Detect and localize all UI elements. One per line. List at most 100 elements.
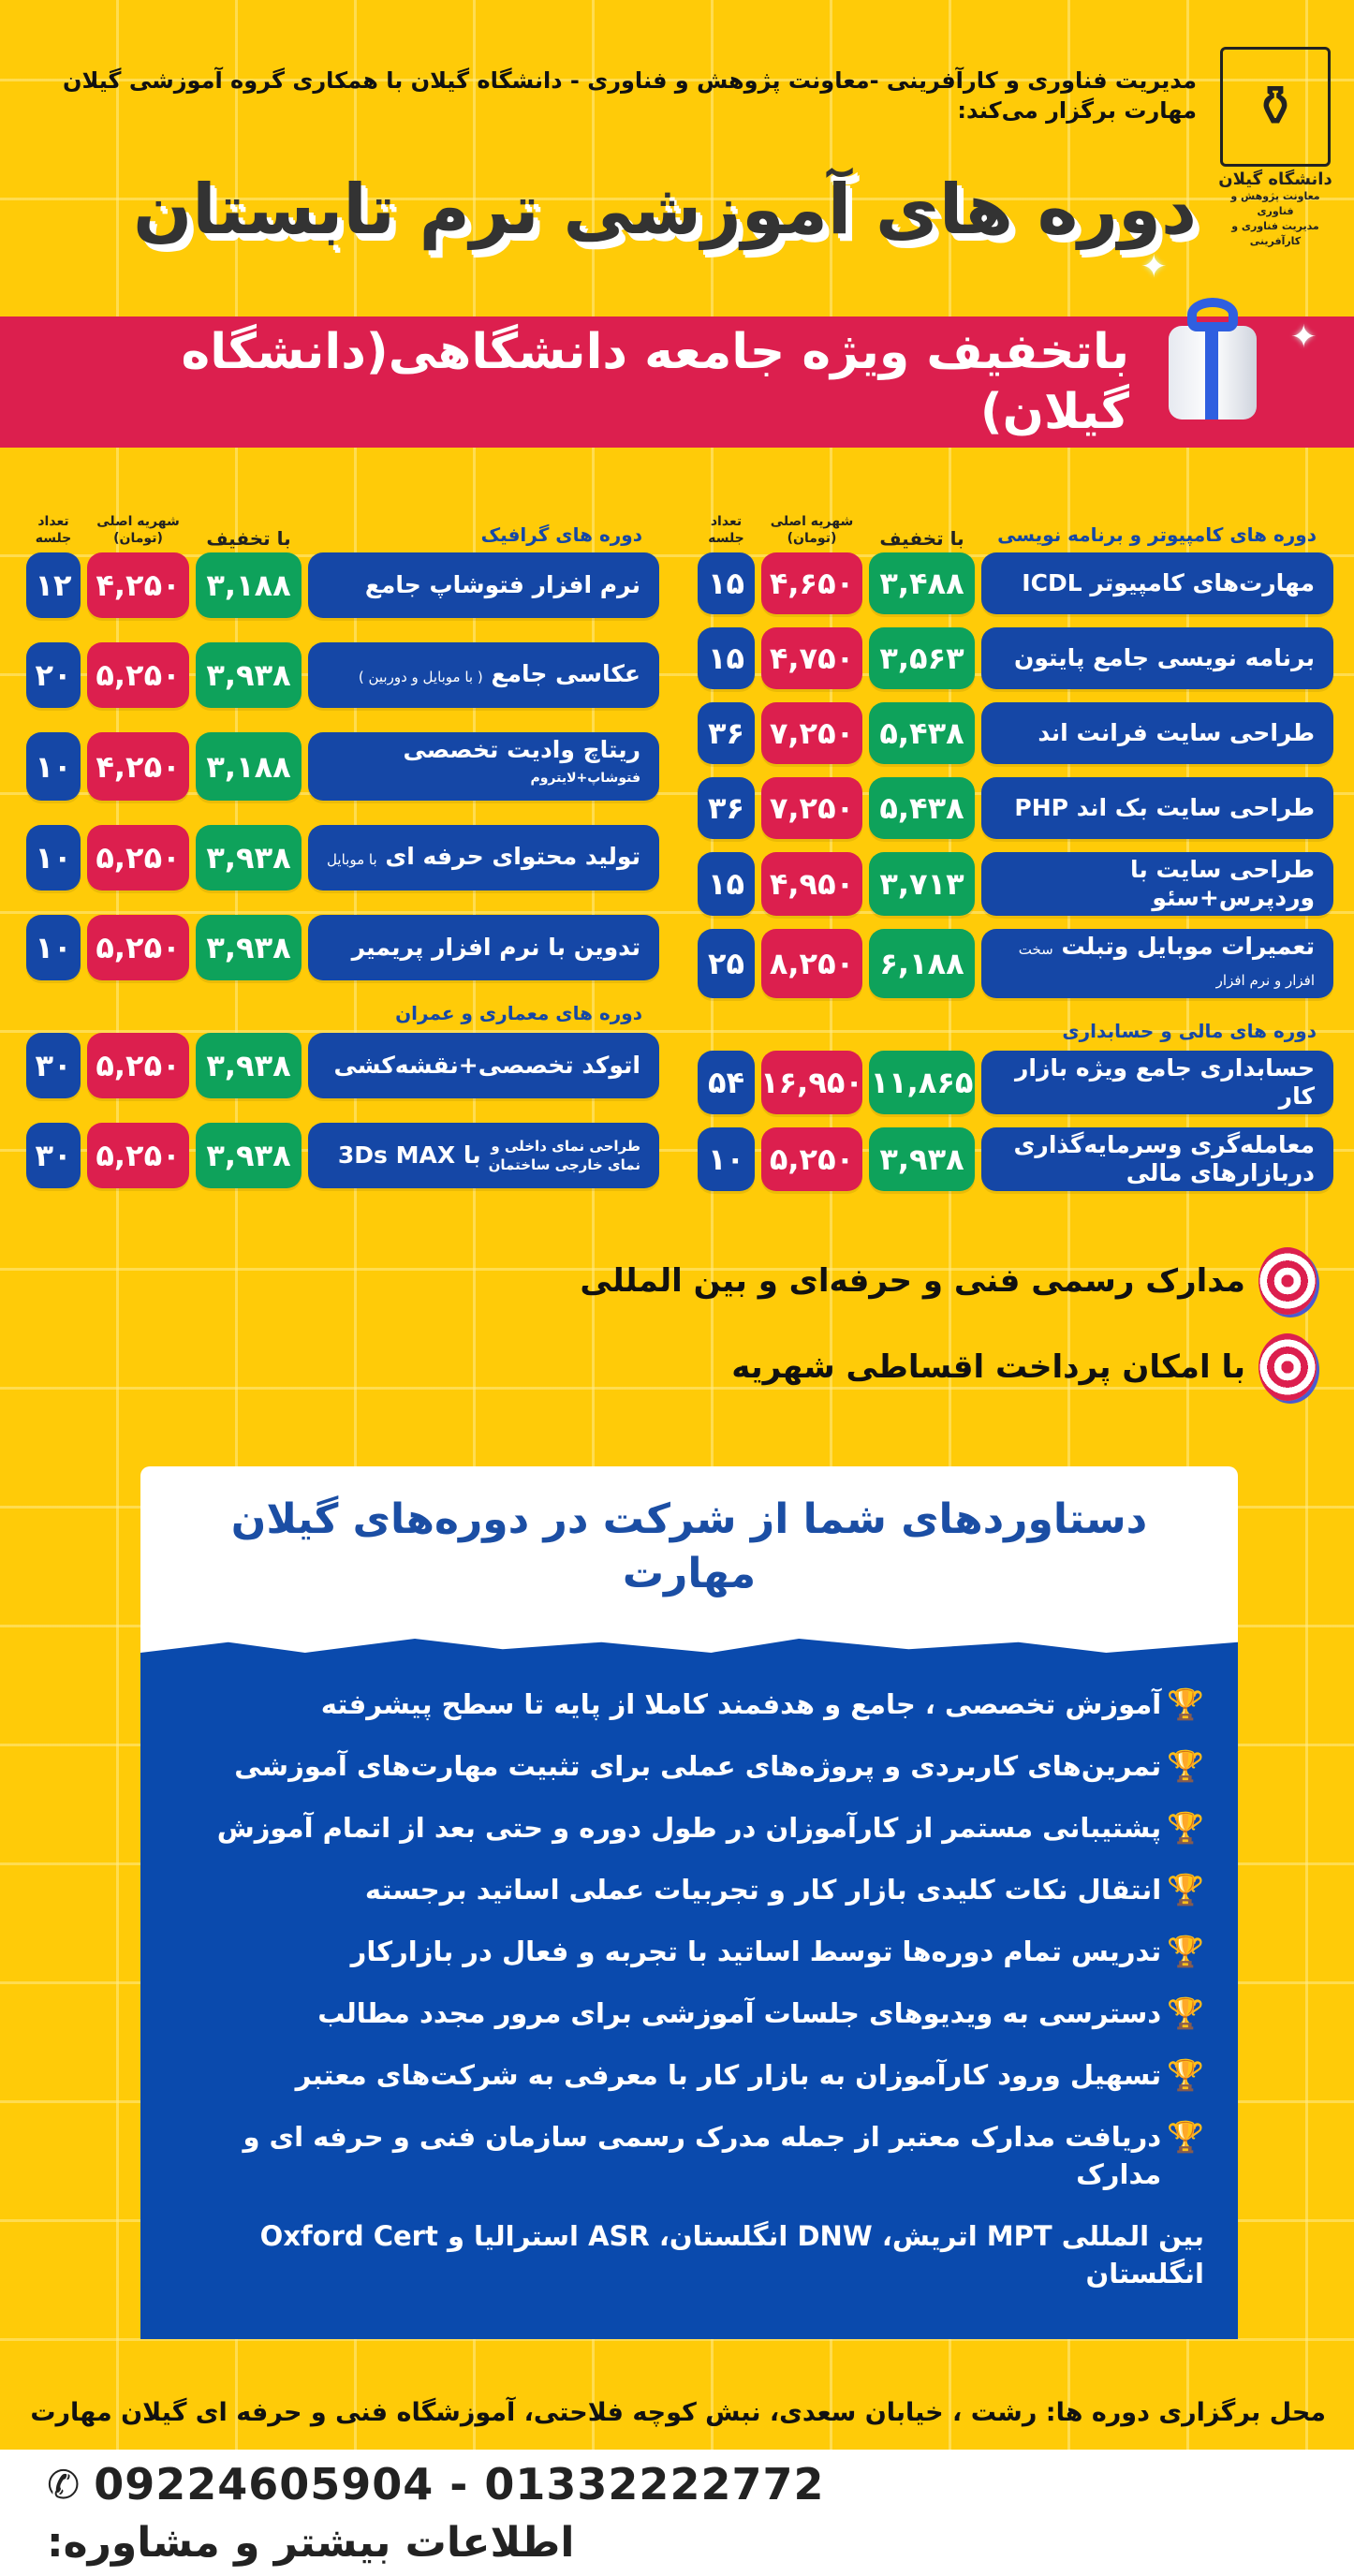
installments-feature: با امکان پرداخت اقساطی شهریه	[731, 1333, 1317, 1401]
original-price: ۴,۹۵۰	[761, 852, 862, 916]
course-name-text: حسابداری جامع ویژه بازار کار	[993, 1054, 1315, 1111]
course-name-box[interactable]: ریتاچ وادیت تخصصی فتوشاپ+لایتروم	[308, 732, 659, 802]
course-row[interactable]: ۲۰ ۵,۲۵۰ ۳,۹۳۸ عکاسی جامع ( با موبایل و دور…	[26, 642, 659, 708]
discounted-price: ۳,۵۶۳	[869, 627, 975, 689]
course-row[interactable]: ۱۵ ۴,۷۵۰ ۳,۵۶۳ برنامه نویسی جامع پایتون	[698, 627, 1333, 689]
achievement-item: 🏆 تدریس تمام دوره‌ها توسط اساتید با تجربه…	[174, 1933, 1204, 1970]
trophy-icon: 🏆	[1167, 2119, 1204, 2155]
achievements-section: دستاوردهای شما از شرکت در دوره‌های گیلان…	[140, 1466, 1238, 2339]
course-name-text: عکاسی جامع ( با موبایل و دوربین )	[319, 660, 640, 691]
table-header: تعداد جلسه شهریه اصلی (تومان) با تخفیف دوره…	[26, 513, 659, 548]
course-row[interactable]: ۳۰ ۵,۲۵۰ ۳,۹۳۸ طراحی نمای داخلی و نمای خارجی…	[26, 1123, 659, 1189]
course-row[interactable]: ۵۴ ۱۶,۹۵۰ ۱۱,۸۶۵ حسابداری جامع ویژه بازار ک…	[698, 1051, 1333, 1114]
course-name-box[interactable]: برنامه نویسی جامع پایتون	[981, 627, 1333, 689]
course-row[interactable]: ۱۲ ۴,۲۵۰ ۳,۱۸۸ نرم افزار فتوشاپ جامع	[26, 552, 659, 618]
header: مدیریت فناوری و کارآفرینی -معاونت پژوهش …	[0, 0, 1354, 316]
course-name: تدوین با نرم افزار پریمیر	[351, 934, 640, 962]
features-row: مدارک رسمی فنی و حرفه‌ای و بین المللی با…	[0, 1191, 1354, 1401]
table-header: تعداد جلسه شهریه اصلی (تومان) با تخفیف دوره…	[698, 513, 1333, 548]
course-name-box[interactable]: طراحی نمای داخلی و نمای خارجی ساختمان با 3…	[308, 1123, 659, 1189]
page-title: دوره های آموزشی ترم تابستان	[133, 169, 1197, 250]
course-tables: تعداد جلسه شهریه اصلی (تومان) با تخفیف دوره…	[0, 448, 1354, 1191]
original-price: ۴,۷۵۰	[761, 627, 862, 689]
achievement-item: 🏆 تسهیل ورود کارآموزان به بازار کار با مع…	[174, 2056, 1204, 2094]
achievements-panel: 🏆 آموزش تخصصی ، جامع و هدفمند کاملا از پا…	[140, 1639, 1238, 2339]
course-row[interactable]: ۱۰ ۵,۲۵۰ ۳,۹۳۸ تدوین با نرم افزار پریمیر	[26, 915, 659, 981]
trophy-icon: 🏆	[1167, 2057, 1204, 2093]
column-header-original: شهریه اصلی (تومان)	[96, 514, 180, 546]
header-text: مدیریت فناوری و کارآفرینی -معاونت پژوهش …	[19, 47, 1197, 257]
phone-numbers[interactable]: 09224605904 - 01332222772	[94, 2459, 825, 2510]
achievements-title: دستاوردهای شما از شرکت در دوره‌های گیلان…	[230, 1495, 1148, 1597]
course-name-text: تدوین با نرم افزار پریمیر	[319, 934, 640, 962]
achievement-text: تسهیل ورود کارآموزان به بازار کار با معر…	[295, 2059, 1162, 2091]
course-name-box[interactable]: مهارت‌های کامپیوتر ICDL	[981, 552, 1333, 614]
original-price: ۴,۲۵۰	[87, 732, 189, 802]
course-name: عکاسی جامع	[491, 659, 640, 687]
achievement-item: 🏆 دسترسی به ویدیوهای جلسات آموزشی برای مر…	[174, 1995, 1204, 2032]
course-row[interactable]: ۱۰ ۴,۲۵۰ ۳,۱۸۸ ریتاچ وادیت تخصصی فتوشاپ+لای…	[26, 732, 659, 802]
course-name-box[interactable]: حسابداری جامع ویژه بازار کار	[981, 1051, 1333, 1114]
column-header-original: شهریه اصلی (تومان)	[770, 514, 854, 546]
achievement-item: 🏆 تمرین‌های کاربردی و پروژه‌های عملی برای…	[174, 1747, 1204, 1785]
course-name-prefix-line: طراحی نمای داخلی و	[491, 1138, 640, 1156]
course-row[interactable]: ۳۰ ۵,۲۵۰ ۳,۹۳۸ اتوکد تخصصی+نقشه‌کشی	[26, 1033, 659, 1099]
course-name: برنامه نویسی جامع پایتون	[1014, 644, 1315, 671]
venue-address: محل برگزاری دوره ها: رشت ، خیابان سعدی، …	[30, 2398, 1326, 2427]
trophy-icon: 🏆	[1167, 1748, 1204, 1784]
achievement-item-continuation: بین المللی MPT اتریش، DNW انگلستان، ASR …	[174, 2217, 1204, 2292]
session-count: ۱۵	[698, 627, 755, 689]
achievement-item: 🏆 دریافت مدارک معتبر از جمله مدرک رسمی سا…	[174, 2118, 1204, 2193]
trophy-icon: 🏆	[1167, 1810, 1204, 1846]
discount-banner: باتخفیف ویژه جامعه دانشگاهی(دانشگاه گیلا…	[0, 298, 1354, 448]
course-name-text: معامله‌گری وسرمایه‌گذاری دربازارهای مالی	[993, 1131, 1315, 1187]
phone-icon: ✆	[47, 2461, 81, 2508]
session-count: ۳۰	[26, 1033, 81, 1099]
section-label: دوره های کامپیوتر و برنامه نویسی	[997, 523, 1317, 546]
course-name: با 3Ds MAX	[337, 1141, 481, 1170]
course-row[interactable]: ۳۶ ۷,۲۵۰ ۵,۴۳۸ طراحی سایت بک اند PHP	[698, 777, 1333, 839]
course-name-box[interactable]: طراحی سایت فرانت اند	[981, 702, 1333, 764]
section-label: دوره های معماری و عمران	[395, 1002, 642, 1025]
achievement-item: 🏆 انتقال نکات کلیدی بازار کار و تجربیات ع…	[174, 1871, 1204, 1908]
course-name-box[interactable]: اتوکد تخصصی+نقشه‌کشی	[308, 1033, 659, 1099]
course-name: تولید محتوای حرفه ای	[385, 842, 640, 870]
course-row[interactable]: ۱۰ ۵,۲۵۰ ۳,۹۳۸ معامله‌گری وسرمایه‌گذاری درب…	[698, 1127, 1333, 1191]
original-price: ۵,۲۵۰	[87, 915, 189, 981]
achievement-text: تدریس تمام دوره‌ها توسط اساتید با تجربه …	[350, 1936, 1162, 1967]
trophy-icon: 🏆	[1167, 1686, 1204, 1722]
course-name-text: طراحی سایت فرانت اند	[993, 719, 1315, 747]
course-row[interactable]: ۲۵ ۸,۲۵۰ ۶,۱۸۸ تعمیرات موبایل وتبلت سخت افز…	[698, 929, 1333, 998]
section-label: دوره های مالی و حسابداری	[1062, 1020, 1317, 1042]
course-row[interactable]: ۱۵ ۴,۹۵۰ ۳,۷۱۳ طراحی سایت با وردپرس+سئو	[698, 852, 1333, 916]
gift-icon	[1161, 298, 1264, 421]
course-row[interactable]: ۱۰ ۵,۲۵۰ ۳,۹۳۸ تولید محتوای حرفه ای با موبا…	[26, 825, 659, 891]
course-row[interactable]: ۱۵ ۴,۶۵۰ ۳,۴۸۸ مهارت‌های کامپیوتر ICDL	[698, 552, 1333, 614]
course-name: نرم افزار فتوشاپ جامع	[364, 571, 640, 598]
discounted-price: ۳,۹۳۸	[196, 642, 302, 708]
phone-group: ✆ 09224605904 - 01332222772	[47, 2459, 824, 2510]
course-name-box[interactable]: معامله‌گری وسرمایه‌گذاری دربازارهای مالی	[981, 1127, 1333, 1191]
original-price: ۱۶,۹۵۰	[760, 1051, 863, 1114]
course-row[interactable]: ۳۶ ۷,۲۵۰ ۵,۴۳۸ طراحی سایت فرانت اند	[698, 702, 1333, 764]
course-name-box[interactable]: نرم افزار فتوشاپ جامع	[308, 552, 659, 618]
achievement-text: آموزش تخصصی ، جامع و هدفمند کاملا از پای…	[320, 1688, 1162, 1720]
university-logo-text: دانشگاه گیلان معاونت پژوهش و فناوری مدیر…	[1215, 170, 1335, 249]
column-header-sessions: تعداد جلسه	[35, 514, 72, 546]
achievement-continuation-text: بین المللی MPT اتریش، DNW انگلستان، ASR …	[259, 2220, 1204, 2289]
installments-text: با امکان پرداخت اقساطی شهریه	[731, 1348, 1245, 1386]
course-name-text: با 3Ds MAX	[319, 1141, 481, 1170]
discounted-price: ۳,۱۸۸	[196, 732, 302, 802]
achievement-text: دسترسی به ویدیوهای جلسات آموزشی برای مرو…	[317, 1997, 1162, 2029]
achievement-text: پشتیبانی مستمر از کارآموزان در طول دوره …	[216, 1812, 1162, 1844]
course-name-box[interactable]: طراحی سایت بک اند PHP	[981, 777, 1333, 839]
discounted-price: ۳,۷۱۳	[869, 852, 975, 916]
course-name-box[interactable]: تدوین با نرم افزار پریمیر	[308, 915, 659, 981]
course-name-box[interactable]: تعمیرات موبایل وتبلت سخت افزار و نرم افز…	[981, 929, 1333, 998]
trophy-icon: 🏆	[1167, 1995, 1204, 2031]
course-name-note: سخت افزار و نرم افزار	[1018, 941, 1315, 989]
original-price: ۵,۲۵۰	[87, 825, 189, 891]
course-name-box[interactable]: عکاسی جامع ( با موبایل و دوربین )	[308, 642, 659, 708]
course-name-box[interactable]: تولید محتوای حرفه ای با موبایل	[308, 825, 659, 891]
course-name-box[interactable]: طراحی سایت با وردپرس+سئو	[981, 852, 1333, 916]
